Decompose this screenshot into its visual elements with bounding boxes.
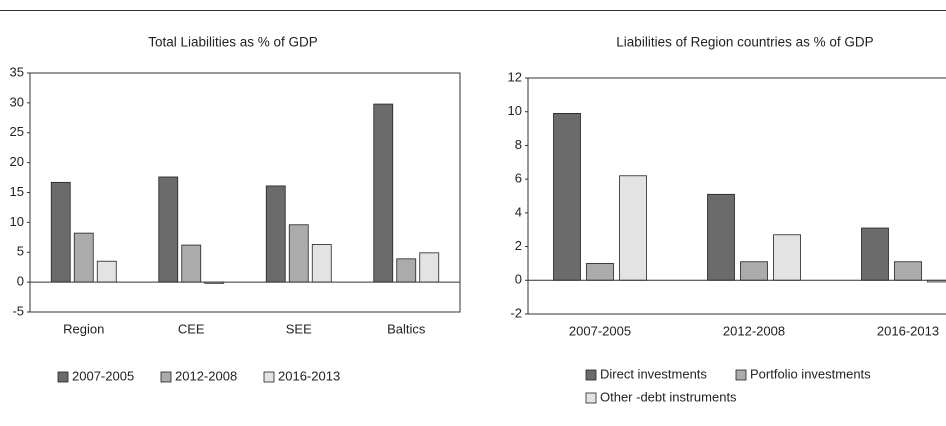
x-tick-label: Region	[63, 321, 104, 336]
bar	[158, 176, 179, 283]
y-tick-label: 15	[10, 184, 24, 199]
x-tick-label: 2016-2013	[877, 323, 939, 338]
bar	[740, 261, 768, 281]
bar	[586, 263, 614, 281]
x-tick-label: CEE	[178, 321, 205, 336]
bar	[419, 252, 440, 283]
plot-frame	[527, 77, 946, 315]
y-tick-label: 10	[508, 103, 522, 118]
legend-label: 2007-2005	[72, 368, 134, 383]
y-tick-label: -2	[510, 305, 522, 320]
legend-swatch	[57, 371, 69, 383]
x-tick-label: 2007-2005	[569, 323, 631, 338]
y-tick-label: 0	[17, 274, 24, 289]
bar	[707, 193, 735, 281]
legend-label: 2012-2008	[175, 368, 237, 383]
bar	[265, 185, 286, 283]
bar	[773, 234, 801, 281]
y-tick-label: 25	[10, 124, 24, 139]
legend-swatch	[160, 371, 172, 383]
x-tick-label: Baltics	[387, 321, 426, 336]
legend-label: Other -debt instruments	[600, 389, 737, 404]
legend-swatch	[585, 369, 597, 381]
y-tick-label: 0	[515, 272, 522, 287]
y-tick-label: 6	[515, 171, 522, 186]
bar	[373, 103, 394, 283]
y-tick-label: 12	[508, 69, 522, 84]
x-tick-label: 2012-2008	[723, 323, 785, 338]
y-tick-label: 35	[10, 64, 24, 79]
y-tick-label: -5	[12, 303, 24, 318]
y-tick-label: 2	[515, 238, 522, 253]
y-tick-label: 8	[515, 137, 522, 152]
legend-swatch	[735, 369, 747, 381]
y-tick-label: 5	[17, 244, 24, 259]
chart-title: Liabilities of Region countries as % of …	[616, 35, 873, 50]
bar	[181, 244, 202, 283]
bar	[50, 181, 71, 283]
y-tick-label: 10	[10, 214, 24, 229]
legend-label: 2016-2013	[278, 368, 340, 383]
x-tick-label: SEE	[286, 321, 312, 336]
plot-frame	[29, 72, 461, 313]
y-tick-label: 20	[10, 154, 24, 169]
legend-label: Portfolio investments	[750, 366, 871, 381]
legend-swatch	[585, 392, 597, 404]
bar	[396, 258, 417, 283]
bar	[288, 224, 309, 283]
bar	[619, 175, 647, 281]
legend-label: Direct investments	[600, 366, 707, 381]
bar	[73, 232, 94, 283]
bar	[311, 244, 332, 283]
legend-swatch	[263, 371, 275, 383]
chart-title: Total Liabilities as % of GDP	[148, 35, 318, 50]
bar	[96, 260, 117, 283]
bar	[894, 261, 922, 281]
y-tick-label: 4	[515, 204, 522, 219]
bar	[553, 113, 581, 281]
y-tick-label: 30	[10, 94, 24, 109]
bar	[861, 227, 889, 281]
